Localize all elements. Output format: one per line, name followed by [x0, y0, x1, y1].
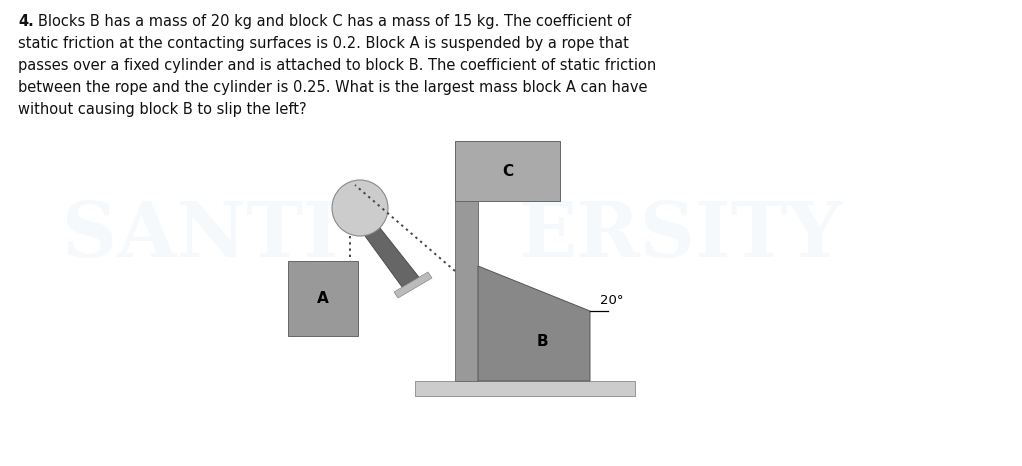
Text: 4.: 4.: [18, 14, 34, 29]
Text: ERSITY: ERSITY: [518, 199, 842, 273]
Text: A: A: [317, 291, 329, 306]
Polygon shape: [394, 272, 432, 298]
Text: without causing block B to slip the left?: without causing block B to slip the left…: [18, 102, 307, 117]
Polygon shape: [365, 228, 422, 291]
Polygon shape: [478, 266, 590, 381]
Text: between the rope and the cylinder is 0.25. What is the largest mass block A can : between the rope and the cylinder is 0.2…: [18, 80, 648, 95]
Text: C: C: [502, 164, 513, 178]
Text: B: B: [537, 334, 548, 349]
Text: passes over a fixed cylinder and is attached to block B. The coefficient of stat: passes over a fixed cylinder and is atta…: [18, 58, 656, 73]
Text: SANTI: SANTI: [61, 199, 338, 273]
Text: Blocks B has a mass of 20 kg and block C has a mass of 15 kg. The coefficient of: Blocks B has a mass of 20 kg and block C…: [38, 14, 632, 29]
Bar: [415, 381, 635, 396]
Bar: [455, 141, 560, 201]
Text: 20°: 20°: [600, 295, 623, 308]
Bar: [455, 201, 478, 381]
Bar: [288, 261, 358, 336]
Text: static friction at the contacting surfaces is 0.2. Block A is suspended by a rop: static friction at the contacting surfac…: [18, 36, 629, 51]
Circle shape: [332, 180, 388, 236]
